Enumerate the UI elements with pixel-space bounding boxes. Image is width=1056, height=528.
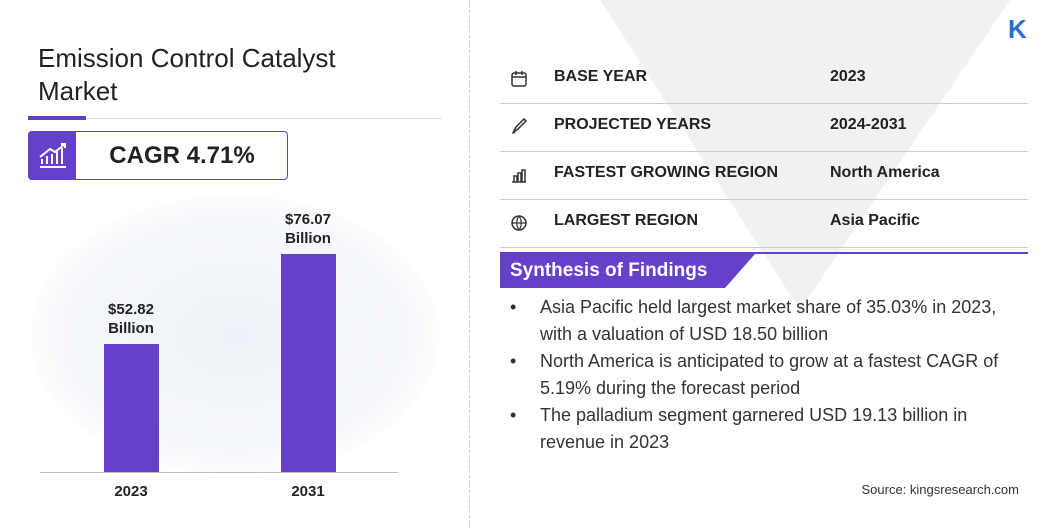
title: Emission Control Catalyst Market — [38, 43, 336, 106]
finding: The palladium segment garnered USD 19.13… — [510, 402, 1030, 455]
x-tick-label: 2023 — [114, 483, 148, 500]
source: Source: kingsresearch.com — [861, 482, 1019, 497]
cagr-icon — [28, 131, 76, 180]
finding: Asia Pacific held largest market share o… — [510, 294, 1030, 347]
cagr: CAGR 4.71% — [109, 142, 255, 169]
row-label: BASE YEAR — [554, 68, 648, 85]
row-icon — [512, 118, 528, 134]
info-row: FASTEST GROWING REGION North America — [500, 152, 1028, 200]
info-row: PROJECTED YEARS 2024-2031 — [500, 104, 1028, 152]
row-label: LARGEST REGION — [554, 212, 699, 229]
logo: K — [1008, 14, 1027, 44]
rule — [28, 118, 442, 119]
row-label: PROJECTED YEARS — [554, 116, 712, 133]
findings-banner — [500, 254, 755, 288]
row-value: Asia Pacific — [830, 212, 920, 229]
findings-rule — [500, 252, 1028, 254]
row-icon — [512, 169, 526, 183]
bar — [280, 254, 336, 472]
row-label: FASTEST GROWING REGION — [554, 164, 779, 181]
info-row: BASE YEAR 2023 — [500, 56, 1028, 104]
divider — [469, 0, 470, 528]
row-value: 2023 — [830, 68, 866, 85]
value-label: $76.07 Billion — [285, 211, 331, 248]
findings-list: Asia Pacific held largest market share o… — [510, 294, 1030, 456]
info-row: LARGEST REGION Asia Pacific — [500, 200, 1028, 248]
x-tick-label: 2031 — [291, 483, 325, 500]
globe-background — [30, 195, 440, 475]
row-value: 2024-2031 — [830, 116, 907, 133]
findings-title: Synthesis of Findings — [510, 260, 708, 281]
row-value: North America — [830, 164, 940, 181]
value-label: $52.82 Billion — [108, 301, 154, 338]
row-icon — [511, 71, 527, 87]
bar — [103, 344, 159, 472]
finding: North America is anticipated to grow at … — [510, 348, 1030, 401]
row-icon — [511, 215, 527, 231]
decor-triangle — [600, 0, 1010, 310]
baseline — [40, 472, 398, 473]
rule-accent — [28, 116, 86, 120]
